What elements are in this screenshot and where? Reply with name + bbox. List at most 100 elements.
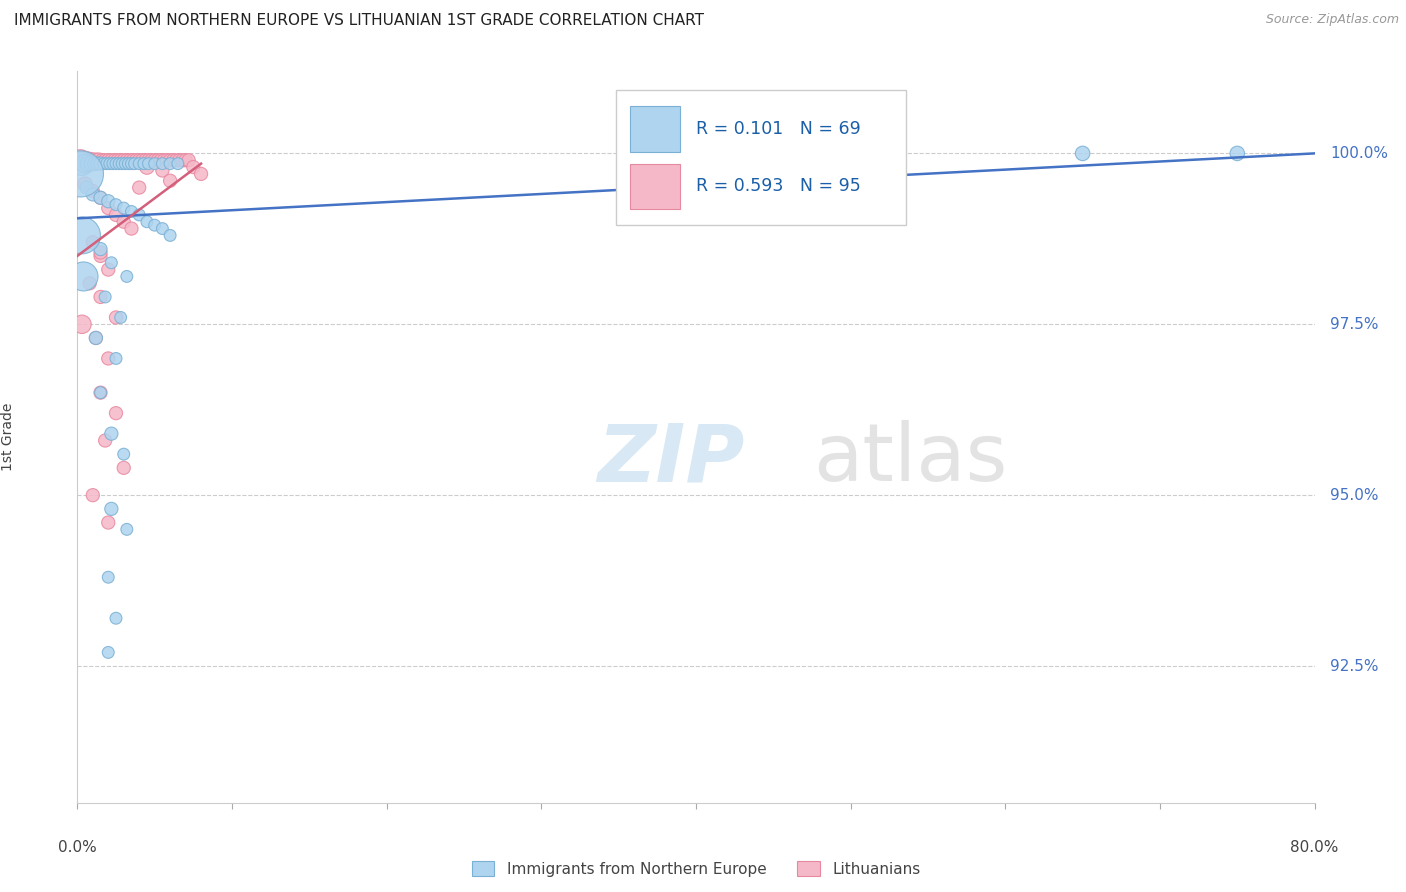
- Point: [141, 153, 163, 168]
- Point: [110, 310, 132, 325]
- Point: [110, 153, 132, 168]
- Point: [121, 221, 143, 235]
- Point: [97, 516, 120, 530]
- Point: [94, 153, 117, 168]
- Point: [90, 385, 111, 400]
- Point: [70, 156, 93, 170]
- Text: 100.0%: 100.0%: [1330, 146, 1388, 161]
- Point: [167, 156, 190, 170]
- Text: 92.5%: 92.5%: [1330, 658, 1378, 673]
- Point: [124, 156, 146, 170]
- Point: [146, 153, 169, 168]
- Point: [115, 153, 138, 168]
- Point: [115, 522, 138, 536]
- Point: [86, 156, 108, 170]
- Point: [69, 153, 91, 168]
- Text: 95.0%: 95.0%: [1330, 488, 1378, 503]
- Point: [79, 277, 101, 291]
- Point: [97, 645, 120, 659]
- Point: [190, 167, 212, 181]
- Point: [90, 290, 111, 304]
- Point: [128, 153, 150, 168]
- Point: [93, 156, 115, 170]
- Point: [149, 153, 172, 168]
- Point: [152, 221, 174, 235]
- Point: [70, 318, 93, 332]
- Point: [122, 153, 145, 168]
- Point: [169, 153, 191, 168]
- Text: Source: ZipAtlas.com: Source: ZipAtlas.com: [1265, 13, 1399, 27]
- Point: [76, 153, 98, 168]
- Point: [97, 570, 120, 584]
- Text: ZIP: ZIP: [598, 420, 744, 498]
- Point: [165, 153, 187, 168]
- FancyBboxPatch shape: [616, 89, 907, 225]
- Point: [97, 201, 120, 215]
- Point: [136, 160, 159, 174]
- Point: [159, 174, 181, 188]
- Point: [112, 460, 135, 475]
- Point: [72, 153, 94, 168]
- Point: [105, 208, 127, 222]
- Legend: Immigrants from Northern Europe, Lithuanians: Immigrants from Northern Europe, Lithuan…: [465, 855, 927, 883]
- Point: [76, 180, 98, 194]
- Point: [128, 208, 150, 222]
- Point: [94, 290, 117, 304]
- Point: [172, 153, 194, 168]
- Point: [97, 351, 120, 366]
- Point: [112, 153, 135, 168]
- Point: [108, 156, 131, 170]
- Point: [90, 191, 111, 205]
- Point: [105, 406, 127, 420]
- Point: [121, 204, 143, 219]
- Text: 0.0%: 0.0%: [58, 840, 97, 855]
- Point: [90, 249, 111, 263]
- Point: [112, 215, 135, 229]
- Point: [1226, 146, 1249, 161]
- Point: [72, 269, 94, 284]
- Point: [159, 153, 181, 168]
- Text: IMMIGRANTS FROM NORTHERN EUROPE VS LITHUANIAN 1ST GRADE CORRELATION CHART: IMMIGRANTS FROM NORTHERN EUROPE VS LITHU…: [14, 13, 704, 29]
- Point: [131, 153, 153, 168]
- Point: [159, 228, 181, 243]
- Point: [121, 156, 143, 170]
- Point: [128, 156, 150, 170]
- Point: [153, 153, 176, 168]
- Point: [152, 163, 174, 178]
- Point: [90, 385, 111, 400]
- Point: [183, 160, 205, 174]
- Point: [94, 434, 117, 448]
- Point: [134, 153, 156, 168]
- Point: [105, 310, 127, 325]
- Point: [70, 228, 93, 243]
- Point: [82, 488, 104, 502]
- Point: [97, 262, 120, 277]
- Point: [90, 242, 111, 256]
- Point: [138, 156, 160, 170]
- Text: R = 0.101   N = 69: R = 0.101 N = 69: [696, 120, 860, 138]
- Point: [143, 156, 166, 170]
- Text: 1st Grade: 1st Grade: [1, 403, 14, 471]
- Point: [91, 153, 114, 168]
- Point: [174, 153, 197, 168]
- Point: [115, 269, 138, 284]
- Point: [69, 167, 91, 181]
- Text: atlas: atlas: [814, 420, 1008, 498]
- Point: [100, 501, 122, 516]
- Point: [90, 245, 111, 260]
- Point: [125, 153, 148, 168]
- Point: [100, 426, 122, 441]
- Point: [132, 156, 155, 170]
- Point: [90, 191, 111, 205]
- Point: [111, 156, 134, 170]
- Point: [162, 153, 184, 168]
- Point: [117, 156, 139, 170]
- Point: [84, 331, 107, 345]
- Point: [101, 156, 124, 170]
- Point: [177, 153, 200, 168]
- Point: [114, 156, 136, 170]
- Point: [80, 156, 103, 170]
- Point: [75, 156, 96, 170]
- Point: [100, 153, 122, 168]
- Point: [82, 187, 104, 202]
